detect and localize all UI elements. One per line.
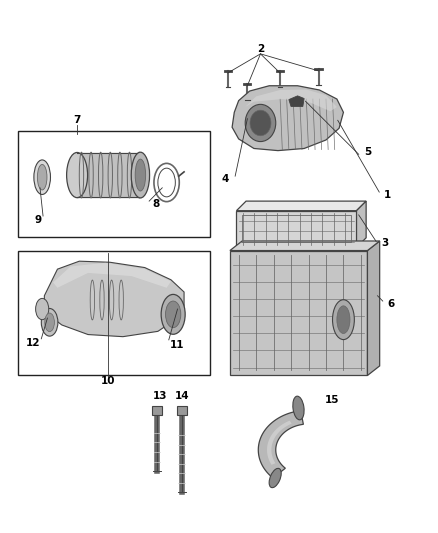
Ellipse shape	[67, 152, 88, 198]
Text: 12: 12	[26, 338, 41, 348]
Bar	[18, 131, 210, 237]
Text: 4: 4	[222, 174, 229, 184]
Ellipse shape	[45, 313, 54, 332]
Ellipse shape	[166, 301, 181, 328]
Polygon shape	[258, 410, 304, 478]
Polygon shape	[232, 86, 343, 151]
Polygon shape	[237, 211, 357, 247]
Polygon shape	[267, 421, 292, 465]
Polygon shape	[230, 251, 367, 375]
Polygon shape	[230, 241, 380, 251]
Text: 8: 8	[152, 199, 159, 209]
Ellipse shape	[37, 165, 47, 190]
FancyBboxPatch shape	[152, 406, 162, 415]
Text: 13: 13	[153, 391, 167, 401]
Text: 6: 6	[388, 298, 395, 309]
Text: 2: 2	[257, 44, 264, 53]
Text: 7: 7	[74, 115, 81, 125]
Polygon shape	[367, 241, 380, 375]
Text: 14: 14	[175, 391, 189, 401]
Ellipse shape	[34, 160, 50, 195]
Ellipse shape	[135, 159, 146, 191]
Polygon shape	[53, 263, 171, 288]
Polygon shape	[44, 261, 184, 337]
Text: 1: 1	[384, 190, 391, 200]
Ellipse shape	[250, 110, 271, 136]
Ellipse shape	[41, 309, 58, 336]
Polygon shape	[357, 201, 366, 247]
Text: 5: 5	[364, 147, 371, 157]
Text: 10: 10	[100, 376, 115, 386]
Polygon shape	[237, 201, 366, 211]
Ellipse shape	[161, 294, 185, 334]
Bar	[242, 215, 351, 242]
FancyBboxPatch shape	[177, 406, 187, 415]
Text: 3: 3	[381, 238, 389, 247]
Polygon shape	[289, 96, 304, 107]
Ellipse shape	[293, 396, 304, 420]
Ellipse shape	[131, 152, 150, 198]
Ellipse shape	[35, 298, 49, 320]
Polygon shape	[245, 90, 337, 111]
Text: 9: 9	[34, 215, 41, 225]
Text: 15: 15	[325, 395, 340, 406]
Ellipse shape	[337, 306, 350, 334]
Text: 11: 11	[170, 340, 185, 350]
Ellipse shape	[332, 300, 354, 340]
Bar	[18, 251, 210, 375]
Ellipse shape	[269, 469, 281, 488]
Ellipse shape	[245, 104, 276, 142]
